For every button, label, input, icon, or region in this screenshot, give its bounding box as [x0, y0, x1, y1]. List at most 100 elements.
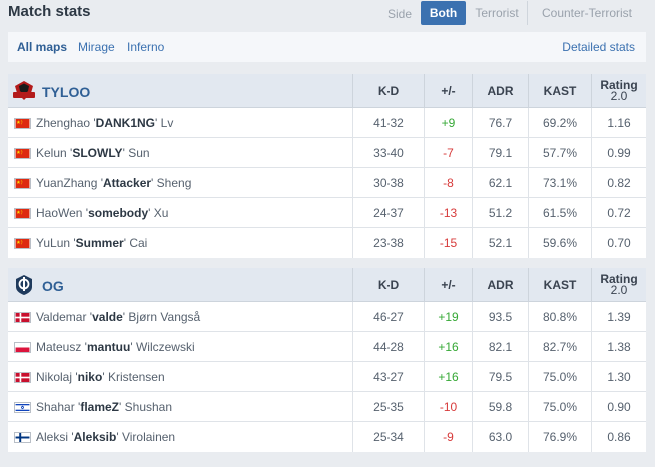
flag-dk-icon [14, 312, 31, 323]
column-header-adr: ADR [472, 268, 528, 302]
kast-value: 61.5% [528, 198, 591, 228]
player-name-link[interactable]: Zhenghao 'DANK1NG' Lv [36, 116, 173, 130]
adr-value: 51.2 [472, 198, 528, 228]
team-table: TYLOO K-D +/- ADR KAST Rating 2.0 Zhenghao 'DAN… [8, 74, 646, 258]
player-last-name: ' Kristensen [102, 370, 165, 384]
adr-value: 52.1 [472, 228, 528, 258]
player-row: Shahar 'flameZ' Shushan 25-35 -10 59.8 75.0%… [8, 392, 646, 422]
plus-minus-value: +9 [424, 108, 472, 138]
adr-value: 79.5 [472, 362, 528, 392]
adr-value: 62.1 [472, 168, 528, 198]
flag-il-icon [14, 402, 31, 413]
kast-value: 73.1% [528, 168, 591, 198]
map-tab-inferno[interactable]: Inferno [127, 40, 165, 54]
side-toggle-counter-terrorist[interactable]: Counter-Terrorist [541, 6, 633, 20]
player-last-name: ' Cai [123, 236, 148, 250]
plus-minus-value: -15 [424, 228, 472, 258]
kast-value: 57.7% [528, 138, 591, 168]
adr-value: 59.8 [472, 392, 528, 422]
player-first-name: Mateusz ' [36, 340, 87, 354]
player-first-name: Kelun ' [36, 146, 73, 160]
detailed-stats-link[interactable]: Detailed stats [562, 40, 635, 54]
kast-value: 75.0% [528, 362, 591, 392]
map-tab-mirage[interactable]: Mirage [78, 40, 115, 54]
plus-minus-value: -8 [424, 168, 472, 198]
player-last-name: ' Lv [155, 116, 174, 130]
plus-minus-value: -9 [424, 422, 472, 452]
column-header-rating: Rating 2.0 [591, 74, 646, 108]
player-nickname: mantuu [86, 340, 131, 354]
player-name-link[interactable]: HaoWen 'somebody' Xu [36, 206, 168, 220]
plus-minus-value: -10 [424, 392, 472, 422]
player-nickname: somebody [88, 206, 149, 220]
team-name[interactable]: OG [42, 278, 64, 294]
rating-value: 0.70 [591, 228, 646, 258]
kast-value: 82.7% [528, 332, 591, 362]
player-last-name: ' Sheng [151, 176, 192, 190]
player-first-name: Shahar ' [36, 400, 81, 414]
player-name-link[interactable]: Kelun 'SLOWLY' Sun [36, 146, 150, 160]
player-nickname: niko [77, 370, 103, 384]
player-row: YuanZhang 'Attacker' Sheng 30-38 -8 62.1 73.… [8, 168, 646, 198]
player-name-link[interactable]: Nikolaj 'niko' Kristensen [36, 370, 165, 384]
player-row: Valdemar 'valde' Bjørn Vangså 46-27 +19 93.… [8, 302, 646, 332]
flag-cn-icon [14, 178, 31, 189]
adr-value: 76.7 [472, 108, 528, 138]
side-toggle-both[interactable]: Both [421, 1, 466, 25]
player-name-link[interactable]: Valdemar 'valde' Bjørn Vangså [36, 310, 200, 324]
kd-value: 25-35 [352, 392, 424, 422]
player-name-link[interactable]: YuanZhang 'Attacker' Sheng [36, 176, 191, 190]
match-stats-header: Match stats Side Both Terrorist Counter-… [0, 0, 655, 26]
rating-value: 0.99 [591, 138, 646, 168]
page-title: Match stats [8, 3, 91, 20]
player-nickname: Aleksib [73, 430, 117, 444]
kd-value: 44-28 [352, 332, 424, 362]
side-toggle-terrorist[interactable]: Terrorist [467, 1, 528, 25]
rating-version: 2.0 [610, 89, 628, 103]
kast-value: 76.9% [528, 422, 591, 452]
plus-minus-value: -13 [424, 198, 472, 228]
player-nickname: SLOWLY [72, 146, 123, 160]
kast-value: 80.8% [528, 302, 591, 332]
player-row: Mateusz 'mantuu' Wilczewski 44-28 +16 82.1 8… [8, 332, 646, 362]
player-last-name: ' Virolainen [116, 430, 176, 444]
team-name[interactable]: TYLOO [42, 84, 91, 100]
adr-value: 63.0 [472, 422, 528, 452]
map-tab-all-maps[interactable]: All maps [17, 40, 68, 54]
side-label: Side [388, 7, 413, 21]
player-name-link[interactable]: YuLun 'Summer' Cai [36, 236, 147, 250]
player-first-name: Zhenghao ' [36, 116, 96, 130]
player-name-link[interactable]: Aleksi 'Aleksib' Virolainen [36, 430, 175, 444]
column-header-plus-minus: +/- [424, 74, 472, 108]
rating-value: 1.30 [591, 362, 646, 392]
player-last-name: ' Wilczewski [130, 340, 195, 354]
kd-value: 25-34 [352, 422, 424, 452]
rating-value: 0.86 [591, 422, 646, 452]
player-first-name: HaoWen ' [36, 206, 89, 220]
player-first-name: Nikolaj ' [36, 370, 78, 384]
plus-minus-value: +16 [424, 332, 472, 362]
maps-filter-bar: All maps Mirage Inferno Detailed stats [8, 32, 646, 62]
tyloo-logo[interactable] [12, 80, 36, 102]
rating-label: Rating [600, 272, 638, 286]
player-nickname: valde [92, 310, 123, 324]
rating-version: 2.0 [610, 283, 628, 297]
kast-value: 75.0% [528, 392, 591, 422]
kd-value: 24-37 [352, 198, 424, 228]
og-logo[interactable] [12, 274, 36, 296]
team-header: OG K-D +/- ADR KAST Rating 2.0 [8, 268, 646, 302]
flag-pl-icon [14, 342, 31, 353]
column-header-adr: ADR [472, 74, 528, 108]
player-name-link[interactable]: Shahar 'flameZ' Shushan [36, 400, 172, 414]
flag-fi-icon [14, 432, 31, 443]
rating-value: 1.39 [591, 302, 646, 332]
player-name-link[interactable]: Mateusz 'mantuu' Wilczewski [36, 340, 195, 354]
column-header-kast: KAST [528, 74, 591, 108]
player-row: Kelun 'SLOWLY' Sun 33-40 -7 79.1 57.7% 0.99 [8, 138, 646, 168]
flag-cn-icon [14, 238, 31, 249]
player-nickname: DANK1NG [95, 116, 156, 130]
player-last-name: ' Sun [122, 146, 150, 160]
flag-dk-icon [14, 372, 31, 383]
flag-cn-icon [14, 148, 31, 159]
player-first-name: Valdemar ' [36, 310, 93, 324]
